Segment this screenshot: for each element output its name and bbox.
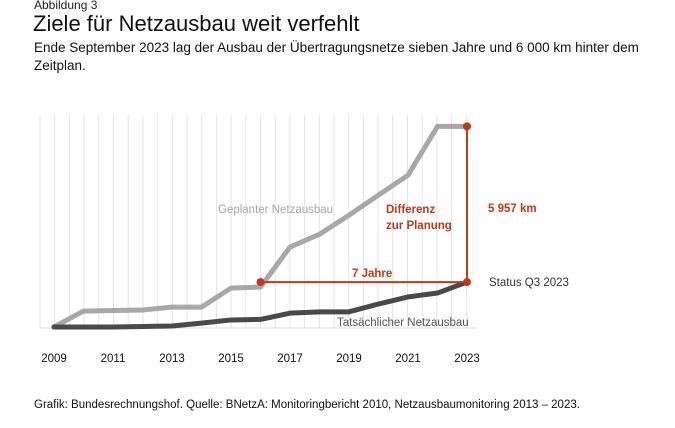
annotation-marker — [256, 278, 265, 287]
annotation-marker — [463, 278, 471, 287]
status-label: Status Q3 2023 — [489, 277, 569, 289]
x-tick-label: 2013 — [159, 353, 185, 365]
x-tick-label: 2017 — [277, 353, 303, 365]
difference-value: 5 957 km — [488, 203, 537, 215]
annotation-7-jahre: 7 Jahre — [352, 268, 392, 280]
x-tick-label: 2009 — [41, 353, 67, 365]
legend-actual: Tatsächlicher Netzausbau — [337, 317, 469, 329]
annotation-differenz: Differenz — [386, 204, 435, 216]
subtitle: Ende September 2023 lag der Ausbau der Ü… — [34, 40, 639, 73]
x-tick-label: 2021 — [395, 353, 421, 365]
source-note: Grafik: Bundesrechnungshof. Quelle: BNet… — [34, 399, 580, 411]
x-tick-label: 2011 — [101, 353, 126, 365]
figure-label: Abbildung 3 — [34, 0, 98, 12]
x-tick-label: 2015 — [218, 353, 244, 365]
annotation-marker — [463, 122, 471, 131]
x-tick-label: 2019 — [336, 353, 362, 365]
page-title: Ziele für Netzausbau weit verfehlt — [33, 11, 360, 36]
annotation-zur-planung: zur Planung — [386, 220, 452, 232]
x-tick-label: 2023 — [454, 353, 480, 365]
legend-planned: Geplanter Netzausbau — [218, 204, 333, 216]
